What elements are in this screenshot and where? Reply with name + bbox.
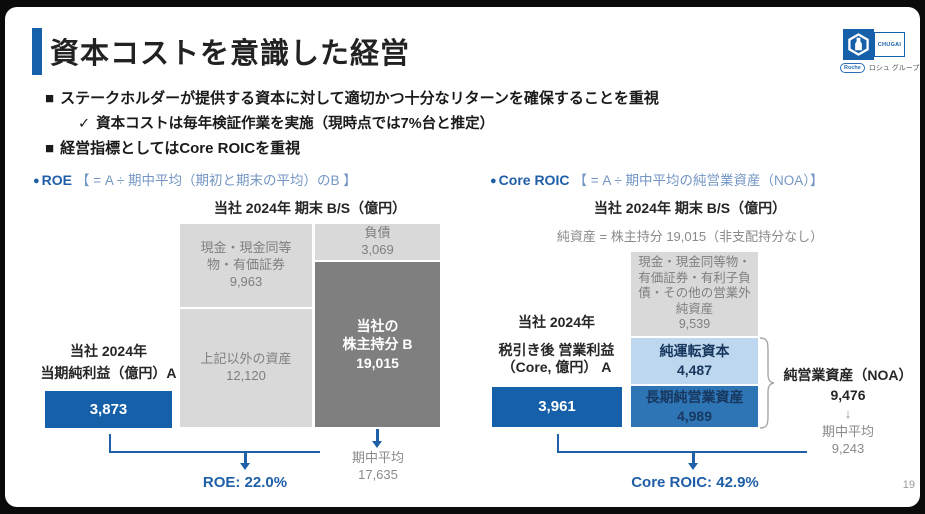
roe-other-assets-label: 上記以外の資産 bbox=[200, 351, 292, 367]
small-down-arrow-icon: ↓ bbox=[844, 406, 852, 421]
down-arrow-icon bbox=[692, 452, 695, 463]
check-icon: ✓ bbox=[78, 116, 91, 132]
roe-section-label: ● ROE 【 = A ÷ 期中平均（期初と期末の平均）のB 】 bbox=[33, 169, 357, 189]
roe-equity-label-line2: 株主持分 B bbox=[342, 336, 413, 353]
roe-formula: 【 = A ÷ 期中平均（期初と期末の平均）のB 】 bbox=[76, 173, 357, 188]
core-roic-note: 純資産 = 株主持分 19,015（非支配持分なし） bbox=[556, 229, 824, 244]
chugai-emblem-icon bbox=[848, 33, 869, 56]
roic-long-term-box: 長期純営業資産 4,989 bbox=[631, 386, 758, 427]
roic-numerator-line2: 税引き後 営業利益 bbox=[498, 341, 615, 358]
chugai-wordmark-text: CHUGAI bbox=[877, 41, 902, 48]
page-number: 19 bbox=[902, 479, 915, 491]
roic-average: 期中平均 9,243 bbox=[810, 424, 886, 458]
down-arrow-icon bbox=[372, 441, 382, 448]
roe-numerator-value: 3,873 bbox=[89, 400, 128, 418]
page-title: 資本コストを意識した経営 bbox=[50, 38, 411, 70]
dot-bullet-icon: ● bbox=[490, 175, 497, 187]
bullet-item-1-text: ステークホルダーが提供する資本に対して適切かつ十分なリターンを確保することを重視 bbox=[60, 90, 659, 107]
roe-cash-box: 現金・現金同等物・有価証券 9,963 bbox=[180, 224, 312, 307]
roe-average: 期中平均 17,635 bbox=[339, 450, 417, 484]
core-roic-result: Core ROIC: 42.9% bbox=[631, 474, 759, 491]
roe-equity-value: 19,015 bbox=[356, 354, 399, 371]
roic-average-label: 期中平均 bbox=[821, 424, 874, 439]
roe-result: ROE: 22.0% bbox=[202, 474, 288, 491]
down-arrow-icon bbox=[240, 463, 250, 470]
roe-other-assets-box: 上記以外の資産 12,120 bbox=[180, 309, 312, 427]
down-arrow-icon bbox=[376, 429, 379, 441]
roic-long-term-value: 4,989 bbox=[676, 407, 713, 424]
roic-working-capital-value: 4,487 bbox=[676, 362, 713, 378]
core-roic-name: Core ROIC bbox=[498, 172, 570, 188]
roic-long-term-label: 長期純営業資産 bbox=[645, 388, 744, 405]
bullet-item-1: ■ ステークホルダーが提供する資本に対して適切かつ十分なリターンを確保することを重… bbox=[45, 87, 659, 108]
roe-numerator-line1: 当社 2024年 bbox=[69, 343, 148, 359]
chugai-logo bbox=[843, 29, 874, 60]
noa-label-block: 純営業資産（NOA） 9,476 bbox=[781, 366, 915, 405]
roic-numerator-label: 当社 2024年 税引き後 営業利益 （Core, 億円） A bbox=[485, 314, 628, 375]
roic-non-operating-label: 現金・現金同等物・有価証券・有利子負債・その他の営業外純資産 bbox=[638, 255, 751, 316]
roic-numerator-line3: （Core, 億円） A bbox=[501, 358, 612, 375]
roe-bs-title: 当社 2024年 期末 B/S（億円） bbox=[213, 200, 407, 216]
roe-cash-label: 現金・現金同等物・有価証券 bbox=[200, 240, 292, 273]
roic-numerator-line1: 当社 2024年 bbox=[517, 314, 596, 330]
roe-equity-label-line1: 当社の bbox=[356, 318, 399, 335]
roe-average-label: 期中平均 bbox=[351, 450, 404, 465]
roe-debt-box: 負債 3,069 bbox=[315, 224, 440, 260]
roic-bracket-line bbox=[557, 434, 807, 453]
bullet-item-1-sub-text: 資本コストは毎年検証作業を実施（現時点では7%台と推定） bbox=[96, 116, 495, 132]
roe-cash-value: 9,963 bbox=[229, 273, 263, 289]
roe-name: ROE bbox=[41, 172, 72, 188]
core-roic-bs-title: 当社 2024年 期末 B/S（億円） bbox=[593, 200, 787, 216]
roe-numerator-line2: 当期純利益（億円）A bbox=[40, 364, 177, 381]
core-roic-section-label: ● Core ROIC 【 = A ÷ 期中平均の純営業資産（NOA）】 bbox=[490, 169, 824, 189]
roche-group-label: ロシュ グループ bbox=[868, 65, 920, 72]
square-bullet-icon: ■ bbox=[45, 90, 55, 107]
bullet-item-2-text: 経営指標としてはCore ROICを重視 bbox=[60, 140, 301, 157]
chugai-wordmark: CHUGAI bbox=[874, 32, 905, 57]
roic-working-capital-box: 純運転資本 4,487 bbox=[631, 338, 758, 384]
roe-debt-value: 3,069 bbox=[361, 242, 394, 257]
noa-label: 純営業資産（NOA） bbox=[783, 367, 913, 383]
core-roic-formula: 【 = A ÷ 期中平均の純営業資産（NOA）】 bbox=[573, 173, 824, 188]
bullet-item-2: ■ 経営指標としてはCore ROICを重視 bbox=[45, 137, 300, 158]
noa-value: 9,476 bbox=[830, 386, 866, 403]
roe-numerator-label: 当社 2024年 当期純利益（億円）A bbox=[30, 341, 187, 384]
roche-group-badge: Roche ロシュ グループ bbox=[840, 63, 919, 73]
roic-non-operating-value: 9,539 bbox=[678, 317, 711, 332]
bullet-item-1-sub: ✓ 資本コストは毎年検証作業を実施（現時点では7%台と推定） bbox=[78, 112, 494, 133]
down-arrow-icon bbox=[244, 452, 247, 463]
roche-logo: Roche bbox=[840, 63, 865, 73]
down-arrow-icon bbox=[688, 463, 698, 470]
brace-icon bbox=[759, 337, 775, 429]
roe-bracket-line bbox=[109, 434, 320, 453]
roe-equity-box: 当社の 株主持分 B 19,015 bbox=[315, 262, 440, 427]
roic-numerator-value: 3,961 bbox=[538, 398, 576, 416]
roic-working-capital-label: 純運転資本 bbox=[659, 343, 730, 360]
roe-average-value: 17,635 bbox=[358, 466, 398, 482]
roic-average-value: 9,243 bbox=[831, 440, 865, 456]
dot-bullet-icon: ● bbox=[33, 175, 40, 187]
slide-background bbox=[5, 7, 920, 507]
roic-non-operating-box: 現金・現金同等物・有価証券・有利子負債・その他の営業外純資産 9,539 bbox=[631, 252, 758, 336]
roe-other-assets-value: 12,120 bbox=[226, 368, 266, 383]
title-accent-bar bbox=[32, 28, 42, 75]
roe-numerator-value-box: 3,873 bbox=[45, 391, 172, 428]
square-bullet-icon: ■ bbox=[45, 140, 55, 157]
roic-numerator-value-box: 3,961 bbox=[492, 387, 622, 427]
roe-debt-label: 負債 bbox=[364, 225, 391, 241]
